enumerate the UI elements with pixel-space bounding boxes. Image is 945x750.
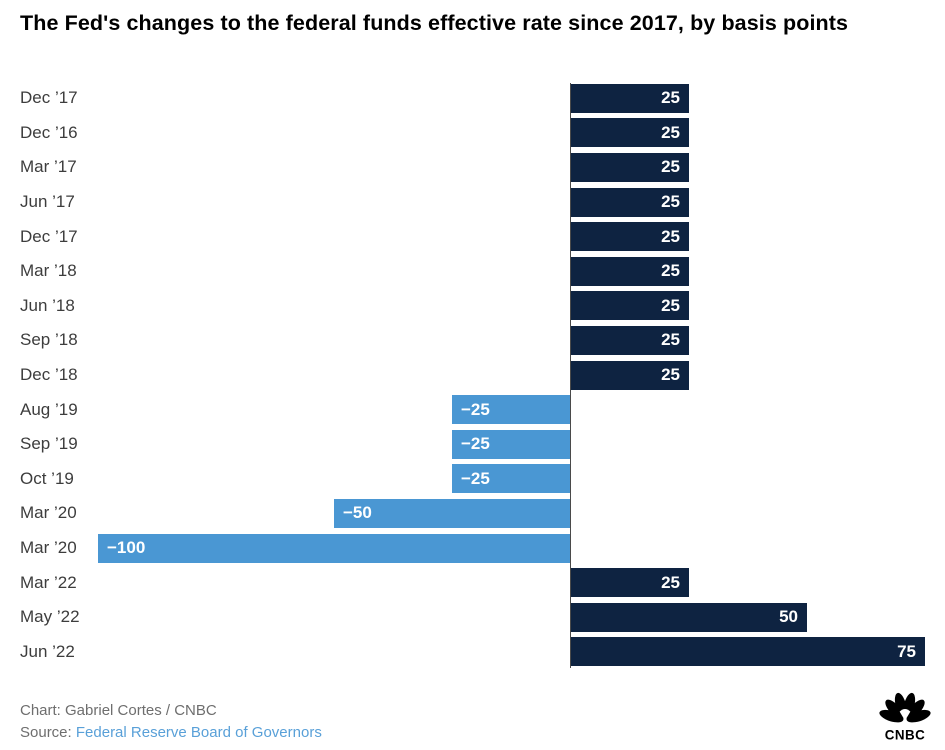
bar-chart: Dec ’17 25 Dec ’16 25 Mar ’17 25 Jun ’17 25 Dec … xyxy=(0,81,945,670)
chart-row: Mar ’20 −100 xyxy=(0,531,945,566)
value-label: 25 xyxy=(661,192,680,212)
value-bar: 25 xyxy=(571,360,689,390)
category-label: Mar ’22 xyxy=(20,572,77,592)
peacock-icon: CNBC xyxy=(879,692,931,742)
value-label: 25 xyxy=(661,261,680,281)
value-bar: −25 xyxy=(452,464,570,494)
value-bar: −25 xyxy=(452,429,570,459)
category-label: Mar ’17 xyxy=(20,157,77,177)
category-label: Aug ’19 xyxy=(20,399,78,419)
category-label: Dec ’18 xyxy=(20,365,78,385)
value-bar: −25 xyxy=(452,395,570,425)
chart-row: Mar ’20 −50 xyxy=(0,496,945,531)
value-label: 25 xyxy=(661,122,680,142)
value-label: 25 xyxy=(661,88,680,108)
chart-row: Dec ’16 25 xyxy=(0,116,945,151)
chart-title: The Fed's changes to the federal funds e… xyxy=(20,11,849,35)
source-link[interactable]: Federal Reserve Board of Governors xyxy=(75,724,322,741)
cnbc-logo: CNBC xyxy=(877,692,933,747)
category-label: May ’22 xyxy=(20,607,80,627)
category-label: Jun ’22 xyxy=(20,641,75,661)
value-bar: 50 xyxy=(571,602,807,632)
category-label: Dec ’17 xyxy=(20,226,78,246)
chart-row: Sep ’18 25 xyxy=(0,323,945,358)
value-label: −25 xyxy=(461,468,490,488)
chart-row: Mar ’17 25 xyxy=(0,150,945,185)
category-label: Sep ’18 xyxy=(20,330,78,350)
value-label: 75 xyxy=(897,641,916,661)
chart-row: Aug ’19 −25 xyxy=(0,392,945,427)
chart-row: Dec ’17 25 xyxy=(0,219,945,254)
category-label: Jun ’17 xyxy=(20,192,75,212)
value-bar: 25 xyxy=(571,83,689,113)
value-bar: 25 xyxy=(571,222,689,252)
category-label: Oct ’19 xyxy=(20,468,74,488)
value-label: 25 xyxy=(661,226,680,246)
value-label: 25 xyxy=(661,157,680,177)
value-label: −100 xyxy=(107,538,146,558)
value-bar: −100 xyxy=(98,533,570,563)
category-label: Mar ’18 xyxy=(20,261,77,281)
category-label: Dec ’16 xyxy=(20,122,78,142)
chart-row: Jun ’18 25 xyxy=(0,289,945,324)
category-label: Sep ’19 xyxy=(20,434,78,454)
chart-row: Dec ’17 25 xyxy=(0,81,945,116)
cnbc-wordmark: CNBC xyxy=(885,727,925,742)
value-bar: 25 xyxy=(571,187,689,217)
value-label: −25 xyxy=(461,434,490,454)
chart-row: Mar ’18 25 xyxy=(0,254,945,289)
value-label: 25 xyxy=(661,572,680,592)
chart-row: Mar ’22 25 xyxy=(0,565,945,600)
chart-row: Oct ’19 −25 xyxy=(0,462,945,497)
value-label: 25 xyxy=(661,295,680,315)
footer: Chart: Gabriel Cortes / CNBC Source: Fed… xyxy=(20,700,322,743)
value-label: −50 xyxy=(343,503,372,523)
value-bar: 25 xyxy=(571,118,689,148)
category-label: Mar ’20 xyxy=(20,503,77,523)
value-bar: −50 xyxy=(334,498,570,528)
chart-row: Dec ’18 25 xyxy=(0,358,945,393)
value-label: 50 xyxy=(779,607,798,627)
source-label: Source: xyxy=(20,724,76,741)
category-label: Jun ’18 xyxy=(20,295,75,315)
category-label: Mar ’20 xyxy=(20,538,77,558)
chart-credit: Chart: Gabriel Cortes / CNBC xyxy=(20,702,217,719)
source-line: Source: Federal Reserve Board of Governo… xyxy=(20,722,322,743)
chart-row: Jun ’17 25 xyxy=(0,185,945,220)
value-bar: 25 xyxy=(571,568,689,598)
zero-baseline xyxy=(570,83,571,668)
chart-row: Sep ’19 −25 xyxy=(0,427,945,462)
value-label: −25 xyxy=(461,399,490,419)
chart-row: Jun ’22 75 xyxy=(0,635,945,670)
value-bar: 75 xyxy=(571,637,925,667)
value-bar: 25 xyxy=(571,325,689,355)
value-label: 25 xyxy=(661,330,680,350)
value-bar: 25 xyxy=(571,152,689,182)
category-label: Dec ’17 xyxy=(20,88,78,108)
value-label: 25 xyxy=(661,365,680,385)
value-bar: 25 xyxy=(571,291,689,321)
chart-row: May ’22 50 xyxy=(0,600,945,635)
value-bar: 25 xyxy=(571,256,689,286)
